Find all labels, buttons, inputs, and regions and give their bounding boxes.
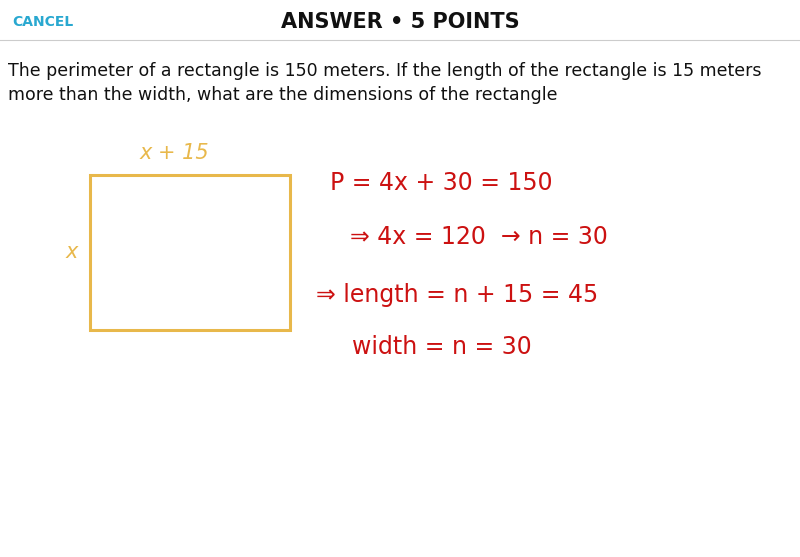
Text: ANSWER • 5 POINTS: ANSWER • 5 POINTS (281, 12, 519, 32)
Text: x: x (66, 242, 78, 262)
Bar (90, 175, 290, 330)
Text: CANCEL: CANCEL (12, 15, 74, 29)
Text: P = 4x + 30 = 150: P = 4x + 30 = 150 (330, 171, 553, 195)
Text: ⇒ length = n + 15 = 45: ⇒ length = n + 15 = 45 (316, 283, 598, 307)
Text: The perimeter of a rectangle is 150 meters. If the length of the rectangle is 15: The perimeter of a rectangle is 150 mete… (8, 62, 762, 80)
Text: more than the width, what are the dimensions of the rectangle: more than the width, what are the dimens… (8, 86, 558, 104)
Text: width = n = 30: width = n = 30 (352, 335, 532, 359)
Text: x + 15: x + 15 (139, 143, 209, 163)
Text: ⇒ 4x = 120  → n = 30: ⇒ 4x = 120 → n = 30 (350, 225, 608, 249)
